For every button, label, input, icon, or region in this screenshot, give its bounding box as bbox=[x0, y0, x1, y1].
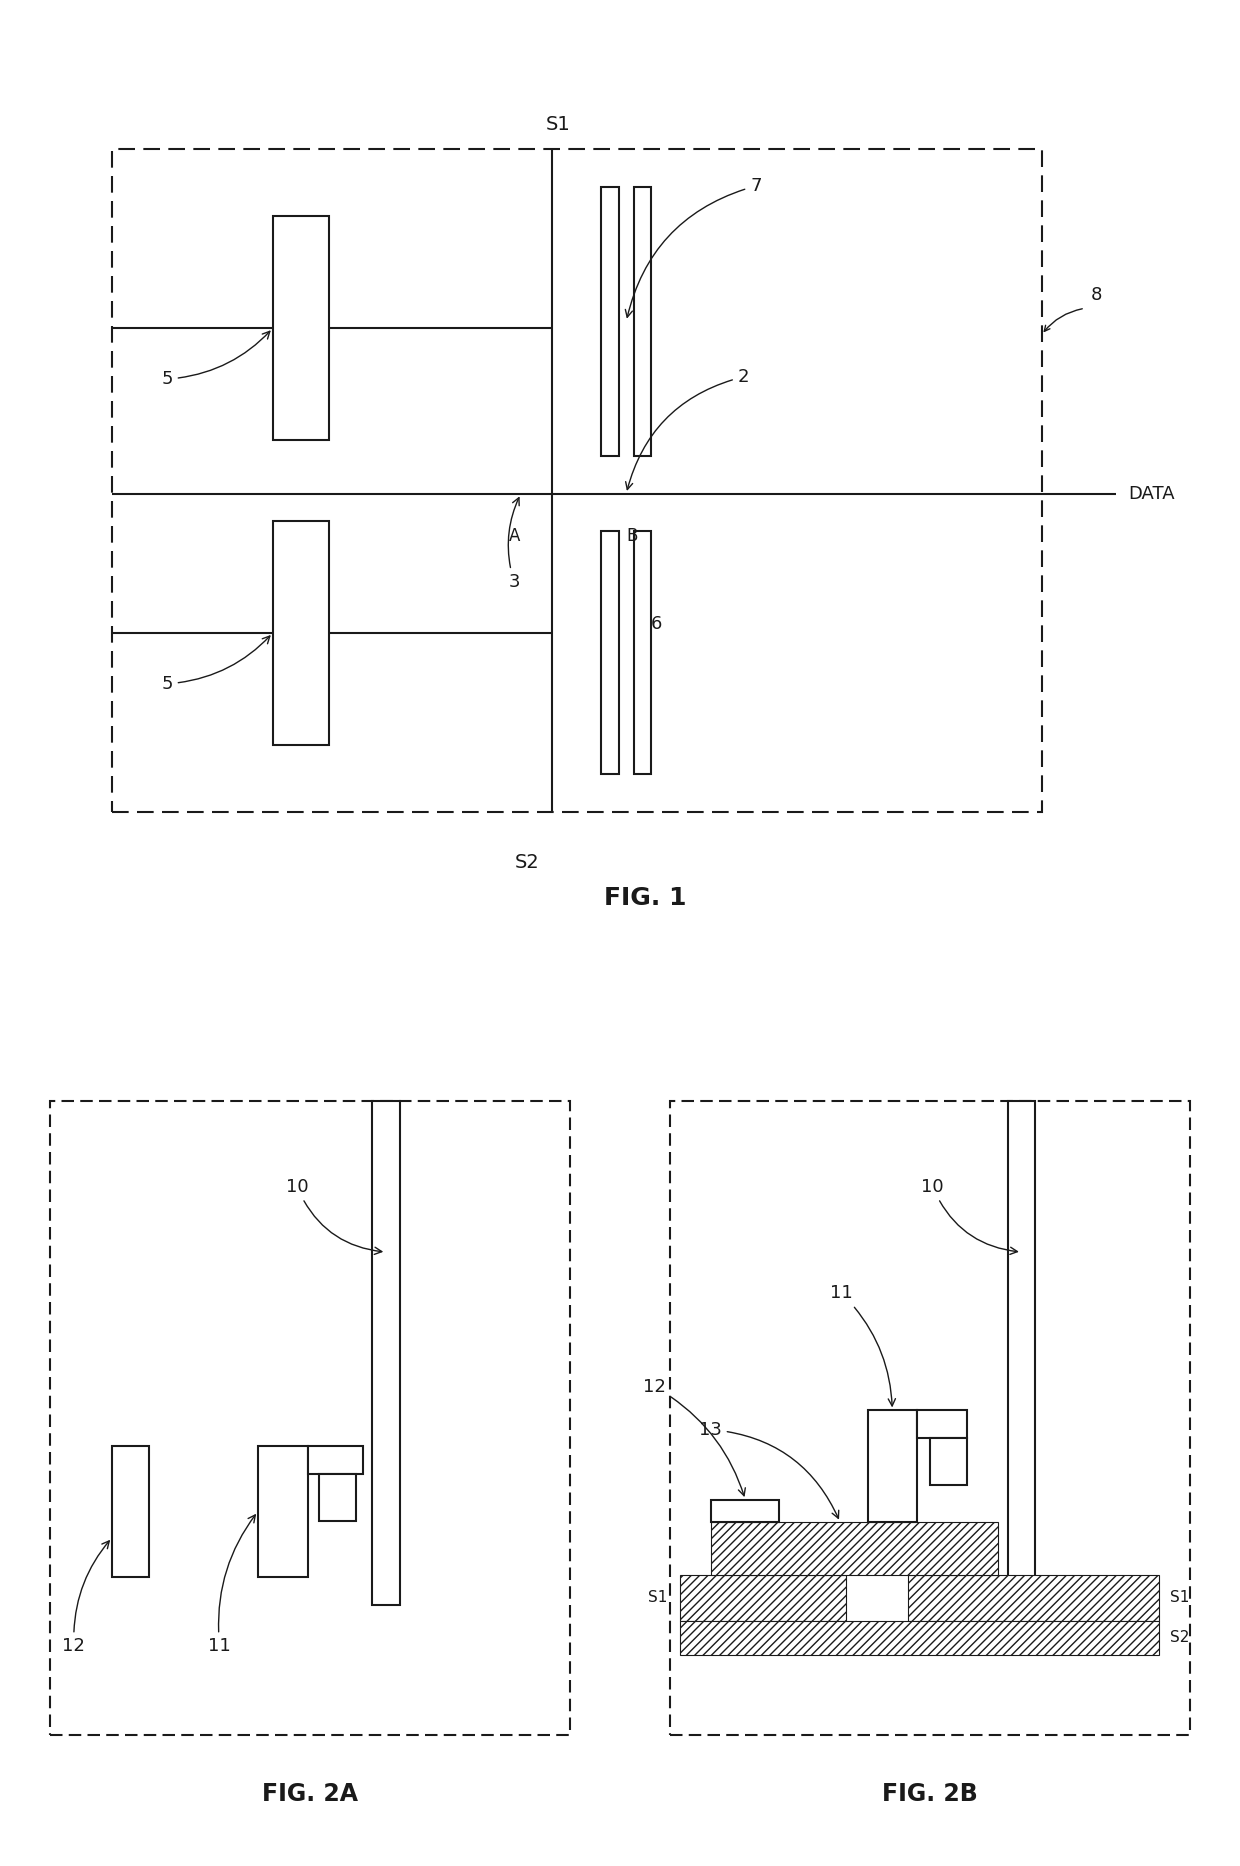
Text: S1: S1 bbox=[546, 116, 570, 134]
Bar bbox=[712, 1523, 998, 1575]
Bar bbox=[918, 1411, 967, 1439]
Bar bbox=[930, 1439, 967, 1485]
Text: S2: S2 bbox=[515, 853, 539, 871]
Text: S1: S1 bbox=[1169, 1590, 1189, 1605]
Text: A: A bbox=[508, 528, 521, 545]
Bar bbox=[273, 521, 329, 745]
Text: 12: 12 bbox=[62, 1541, 109, 1655]
Text: 10: 10 bbox=[921, 1177, 1018, 1254]
Bar bbox=[601, 187, 619, 457]
Text: S2: S2 bbox=[1169, 1631, 1189, 1646]
Text: FIG. 2A: FIG. 2A bbox=[262, 1782, 358, 1806]
Bar bbox=[908, 1575, 1159, 1622]
Text: 6: 6 bbox=[651, 616, 662, 633]
Bar bbox=[680, 1622, 1159, 1655]
Text: 7: 7 bbox=[625, 177, 761, 317]
Bar bbox=[601, 532, 619, 774]
Text: 11: 11 bbox=[831, 1284, 895, 1405]
Text: DATA: DATA bbox=[1128, 485, 1176, 502]
Text: 12: 12 bbox=[644, 1377, 745, 1497]
Bar bbox=[319, 1474, 356, 1521]
Text: S1: S1 bbox=[649, 1590, 667, 1605]
Text: 5: 5 bbox=[161, 332, 270, 388]
Text: 5: 5 bbox=[161, 636, 270, 692]
Bar bbox=[372, 1101, 399, 1605]
Bar bbox=[634, 532, 651, 774]
Bar bbox=[712, 1500, 780, 1523]
Text: FIG. 2B: FIG. 2B bbox=[882, 1782, 978, 1806]
Text: 10: 10 bbox=[285, 1177, 382, 1254]
Text: 2: 2 bbox=[626, 368, 749, 489]
Text: 8: 8 bbox=[1091, 285, 1102, 304]
Text: FIG. 1: FIG. 1 bbox=[604, 886, 686, 911]
Bar bbox=[634, 187, 651, 457]
Text: 13: 13 bbox=[699, 1420, 838, 1519]
Text: 11: 11 bbox=[208, 1515, 255, 1655]
Text: 3: 3 bbox=[508, 498, 520, 592]
Bar bbox=[308, 1446, 363, 1474]
Bar bbox=[112, 1446, 149, 1577]
Bar bbox=[273, 216, 329, 440]
Bar bbox=[1008, 1101, 1035, 1605]
Bar bbox=[868, 1411, 918, 1523]
Text: B: B bbox=[626, 528, 639, 545]
Bar bbox=[680, 1575, 846, 1622]
Bar bbox=[258, 1446, 308, 1577]
